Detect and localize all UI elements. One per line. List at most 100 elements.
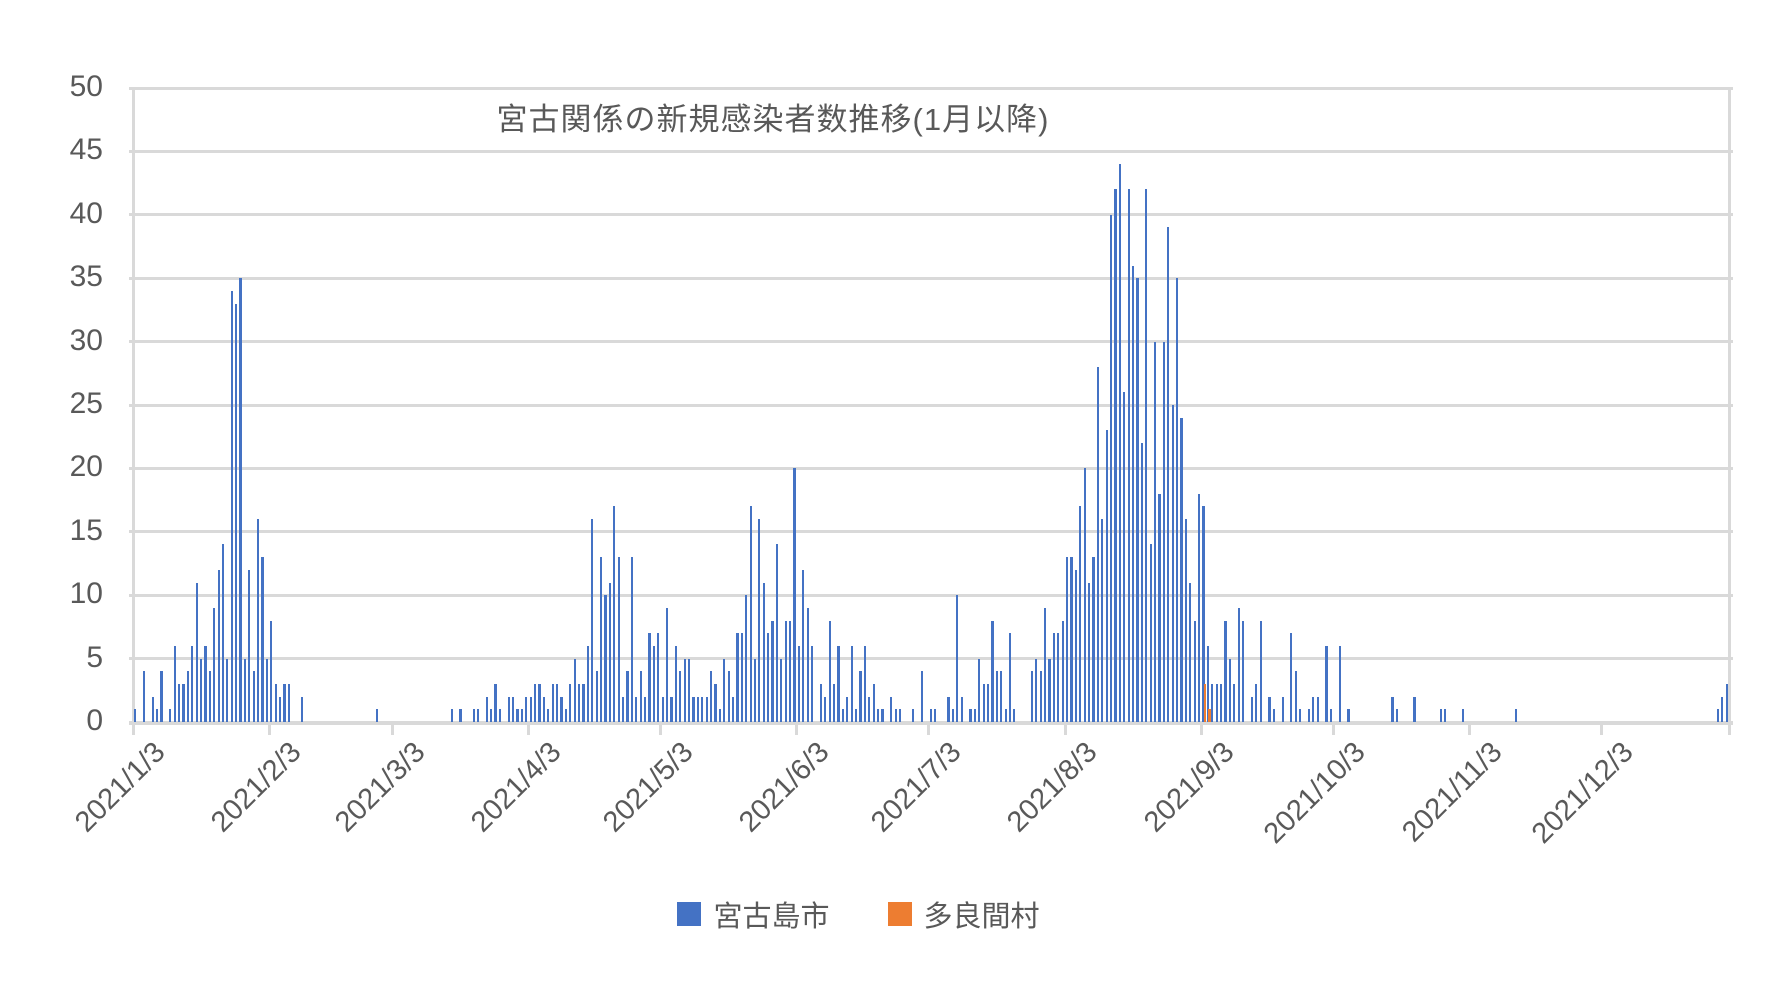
miyakojima-bar xyxy=(520,709,524,722)
miyakojima-bar xyxy=(731,696,735,722)
miyakojima-bar xyxy=(1219,683,1223,722)
miyakojima-bar xyxy=(1325,645,1328,722)
miyakojima-bar xyxy=(1268,696,1271,722)
miyakojima-bar xyxy=(270,620,273,722)
miyakojima-bar xyxy=(1096,366,1100,722)
miyakojima-bar xyxy=(564,709,568,722)
miyakojima-bar xyxy=(213,607,216,722)
miyakojima-bar xyxy=(279,696,282,722)
miyakojima-bar xyxy=(1057,633,1060,722)
miyakojima-bar xyxy=(375,709,378,722)
miyakojima-bar xyxy=(978,658,981,722)
miyakojima-bar xyxy=(235,303,238,722)
miyakojima-bar xyxy=(723,658,726,722)
x-axis-tick-label: 2021/3/3 xyxy=(328,736,432,839)
miyakojima-bar xyxy=(274,683,277,722)
miyakojima-bar xyxy=(1154,341,1157,722)
x-axis-tick-label: 2021/2/3 xyxy=(205,736,308,839)
miyakojima-bar xyxy=(947,696,950,722)
miyakojima-bar xyxy=(701,696,704,722)
miyakojima-bar xyxy=(591,519,594,722)
miyakojima-bar xyxy=(1338,645,1341,722)
miyakojima-bar xyxy=(960,696,963,722)
miyakojima-bar xyxy=(1224,620,1227,722)
miyakojima-bar xyxy=(498,709,502,722)
gridline xyxy=(129,466,1733,470)
miyakojima-bar xyxy=(661,696,664,722)
miyakojima-bar xyxy=(604,595,607,722)
miyakojima-bar xyxy=(1281,696,1284,722)
miyakojima-bar xyxy=(920,671,924,722)
tarama-bar xyxy=(1204,683,1207,722)
miyakojima-bar xyxy=(679,671,682,722)
miyakojima-bar xyxy=(1061,620,1064,722)
miyakojima-bar xyxy=(459,709,462,722)
miyakojima-bar xyxy=(1312,696,1315,722)
miyakojima-bar xyxy=(687,658,691,722)
miyakojima-bar xyxy=(1083,468,1086,722)
miyakojima-bar xyxy=(1514,709,1517,722)
miyakojima-bar xyxy=(1290,633,1293,722)
miyakojima-bar xyxy=(542,696,546,722)
miyakojima-bar xyxy=(1272,709,1275,722)
miyakojima-bar xyxy=(855,709,858,722)
miyakojima-bar xyxy=(718,709,721,722)
miyakojima-bar xyxy=(890,696,893,722)
miyakojima-bar xyxy=(828,620,831,722)
miyakojima-bar xyxy=(1074,569,1078,722)
miyakojima-bar xyxy=(287,683,291,722)
miyakojima-bar xyxy=(1180,417,1183,722)
miyakojima-bar xyxy=(951,709,954,722)
miyakojima-bar xyxy=(221,544,225,722)
miyakojima-bar xyxy=(630,557,633,722)
miyakojima-bar xyxy=(824,696,827,722)
x-axis-tick-label: 2021/11/3 xyxy=(1395,736,1509,849)
gridline xyxy=(129,340,1733,344)
y-axis-tick-label: 35 xyxy=(69,260,103,294)
y-axis-tick-label: 10 xyxy=(69,577,103,611)
x-axis-tick-mark xyxy=(527,722,531,735)
miyakojima-bar xyxy=(639,671,642,722)
miyakojima-bar xyxy=(1118,164,1121,722)
x-axis-line xyxy=(129,720,1733,725)
miyakojima-bar xyxy=(1241,620,1245,722)
miyakojima-bar xyxy=(1114,189,1117,722)
miyakojima-bar xyxy=(758,519,761,722)
miyakojima-bar xyxy=(600,557,603,722)
gridline xyxy=(129,593,1733,597)
miyakojima-bar xyxy=(683,658,686,722)
miyakojima-bar xyxy=(1307,709,1311,722)
miyakojima-bar xyxy=(868,696,871,722)
gridline xyxy=(129,276,1733,280)
miyakojima-bar xyxy=(1088,582,1091,722)
miyakojima-bar xyxy=(898,709,902,722)
legend-item-tarama: 多良間村 xyxy=(887,893,1040,935)
miyakojima-bar xyxy=(551,683,554,722)
miyakojima-bar xyxy=(1004,709,1007,722)
gridline xyxy=(129,86,1733,90)
miyakojima-bar xyxy=(626,671,629,722)
x-axis-tick-label: 2021/7/3 xyxy=(864,736,968,839)
miyakojima-bar xyxy=(186,671,189,722)
miyakojima-bar xyxy=(1136,278,1139,722)
x-axis-tick-mark xyxy=(131,722,135,735)
y-axis-tick-label: 20 xyxy=(69,450,103,484)
y-axis-tick-label: 50 xyxy=(69,70,103,103)
miyakojima-bar xyxy=(169,709,172,722)
miyakojima-bar xyxy=(1035,658,1038,722)
x-axis-tick-label: 2021/4/3 xyxy=(464,736,568,839)
miyakojima-bar xyxy=(762,582,765,722)
miyakojima-bar xyxy=(1123,392,1126,722)
miyakojima-bar xyxy=(1066,557,1069,722)
gridline xyxy=(129,213,1733,217)
miyakojima-bar xyxy=(1206,645,1209,722)
miyakojima-bar xyxy=(775,544,779,722)
miyakojima-bar xyxy=(872,683,875,722)
miyakojima-bar xyxy=(490,709,493,722)
miyakojima-bar xyxy=(1039,671,1042,722)
x-axis-tick-mark xyxy=(659,722,663,735)
miyakojima-bar xyxy=(133,709,137,722)
miyakojima-bar xyxy=(261,557,264,722)
gridline xyxy=(129,149,1733,153)
miyakojima-bar xyxy=(1197,493,1201,722)
